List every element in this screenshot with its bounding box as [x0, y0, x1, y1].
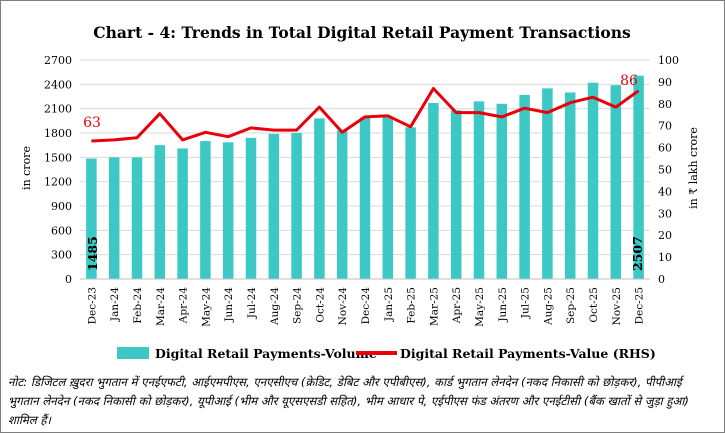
y-right-tick: 30 — [658, 207, 672, 220]
volume-bar — [473, 101, 485, 279]
chart-title: Chart - 4: Trends in Total Digital Retai… — [93, 23, 631, 42]
x-tick-label: Sep-24 — [292, 287, 304, 324]
x-tick-label: Jan-25 — [383, 287, 395, 322]
x-tick-label: Mar-25 — [428, 287, 440, 326]
x-tick-label: Feb-25 — [406, 287, 418, 324]
volume-bar — [633, 75, 644, 279]
y-left-tick: 2700 — [44, 54, 72, 67]
x-tick-label: Jun-24 — [223, 287, 235, 323]
x-tick-label: Oct-25 — [588, 287, 600, 323]
volume-bar — [336, 130, 348, 279]
volume-bar — [222, 142, 234, 279]
y-right-tick: 80 — [658, 98, 672, 111]
x-tick-label: Dec-25 — [634, 287, 646, 324]
y-right-tick: 20 — [658, 229, 672, 242]
legend: Digital Retail Payments-Volume Digital R… — [117, 346, 656, 361]
x-tick-label: Aug-24 — [269, 287, 281, 326]
y-left-tick: 600 — [51, 224, 72, 237]
value-line — [91, 87, 640, 143]
y-left-tick: 0 — [65, 273, 72, 286]
x-tick-label: May-24 — [200, 287, 212, 327]
volume-bar — [131, 157, 143, 279]
x-tick-label: Sep-25 — [565, 287, 577, 324]
value-label-last: 86 — [620, 73, 638, 89]
x-tick-label: Aug-25 — [542, 287, 554, 326]
volume-bar — [542, 88, 553, 279]
volume-label-first: 1485 — [85, 236, 100, 271]
volume-bar — [587, 82, 599, 279]
y-right-tick: 10 — [658, 251, 672, 264]
y-right-tick: 90 — [658, 76, 672, 89]
volume-bar — [268, 133, 280, 279]
y-left-tick: 300 — [51, 249, 72, 262]
volume-bar — [564, 92, 576, 279]
volume-bar — [154, 145, 166, 279]
x-tick-label: Nov-25 — [611, 287, 623, 325]
y-right-tick: 40 — [658, 185, 672, 198]
volume-bar — [359, 117, 371, 279]
y-left-tick: 900 — [51, 200, 72, 213]
volume-bar — [450, 110, 462, 280]
volume-bars — [86, 75, 644, 280]
y-left-tick: 1200 — [44, 176, 72, 189]
volume-bar — [496, 103, 508, 279]
volume-bar — [108, 157, 120, 279]
x-tick-label: Jun-25 — [497, 287, 509, 323]
legend-value-label: Digital Retail Payments-Value (RHS) — [400, 346, 656, 361]
volume-bar — [200, 141, 211, 279]
x-tick-label: Oct-24 — [314, 287, 326, 323]
x-tick-label: Apr-25 — [451, 287, 463, 324]
x-tick-label: Apr-24 — [178, 287, 190, 325]
footnote: नोट: डिजिटल ख़ुदरा भुगतान में एनईएफटी, आ… — [8, 375, 689, 427]
volume-bar — [382, 116, 394, 280]
axes: 0 300 600 900 1200 1500 1800 2100 2400 2700 0 10 20 3… — [44, 54, 679, 327]
x-tick-label: Dec-23 — [86, 287, 98, 324]
legend-volume-swatch — [117, 347, 149, 359]
volume-bar — [291, 133, 302, 279]
y-right-tick: 60 — [658, 142, 672, 155]
y-left-tick: 2400 — [44, 78, 72, 91]
volume-bar — [314, 118, 325, 280]
x-tick-label: Jan-24 — [109, 287, 121, 322]
y-right-tick: 50 — [658, 164, 672, 177]
y-left-tick: 2100 — [44, 103, 72, 116]
x-tick-label: Nov-24 — [337, 287, 349, 326]
volume-bar — [405, 127, 416, 279]
volume-bar — [610, 85, 622, 280]
x-tick-label: Feb-24 — [132, 287, 144, 324]
volume-bar — [428, 102, 439, 279]
y-left-tick: 1800 — [44, 127, 72, 140]
y-right-label: in ₹ lakh crore — [687, 127, 700, 209]
value-label-first: 63 — [83, 115, 101, 131]
value-series-line — [91, 87, 640, 143]
y-left-tick: 1500 — [44, 151, 72, 164]
x-tick-label: Dec-24 — [360, 287, 372, 325]
x-tick-label: May-25 — [474, 287, 486, 327]
x-tick-label: Jul-25 — [520, 287, 532, 319]
volume-bar — [519, 94, 530, 279]
volume-label-last: 2507 — [630, 236, 645, 271]
y-right-tick: 100 — [658, 54, 679, 67]
volume-bar — [177, 148, 188, 279]
volume-bar — [86, 158, 97, 279]
legend-volume-label: Digital Retail Payments-Volume — [155, 346, 377, 361]
y-right-tick: 70 — [658, 120, 672, 133]
y-right-tick: 0 — [658, 273, 665, 286]
x-tick-label: Jul-24 — [246, 287, 258, 320]
volume-bar — [245, 137, 257, 279]
x-tick-label: Mar-24 — [155, 287, 167, 326]
y-left-label: in crore — [20, 146, 33, 190]
